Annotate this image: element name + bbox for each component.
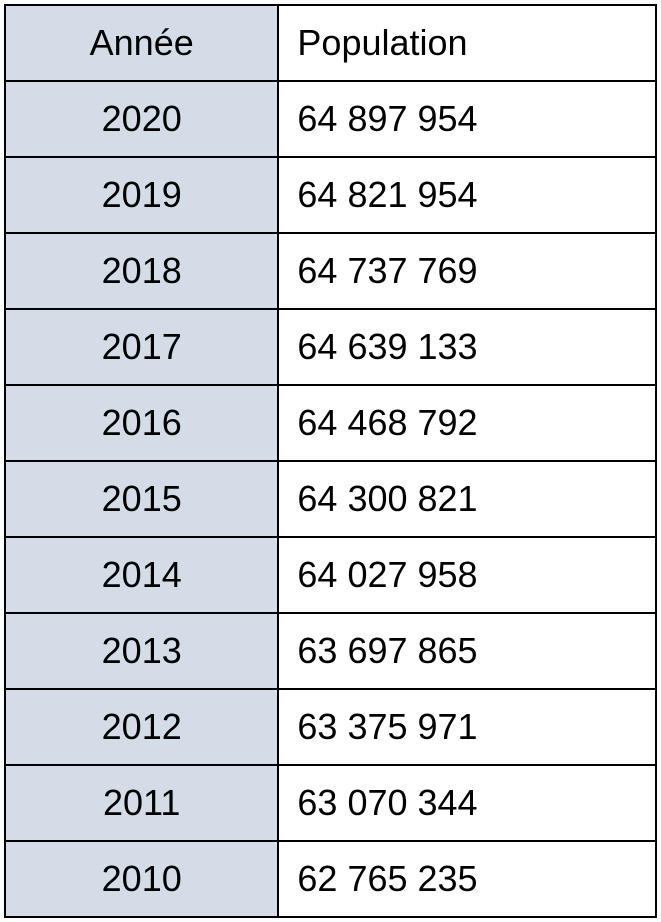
table-row: 2014 64 027 958 [5, 537, 656, 613]
table-row: 2016 64 468 792 [5, 385, 656, 461]
population-table: Année Population 2020 64 897 954 2019 64… [4, 4, 657, 918]
table-row: 2011 63 070 344 [5, 765, 656, 841]
table-header-row: Année Population [5, 5, 656, 81]
cell-year: 2019 [5, 157, 278, 233]
table-row: 2012 63 375 971 [5, 689, 656, 765]
cell-year: 2016 [5, 385, 278, 461]
table-row: 2020 64 897 954 [5, 81, 656, 157]
cell-year: 2012 [5, 689, 278, 765]
cell-population: 63 697 865 [278, 613, 656, 689]
table-row: 2010 62 765 235 [5, 841, 656, 917]
cell-population: 63 375 971 [278, 689, 656, 765]
table-row: 2019 64 821 954 [5, 157, 656, 233]
cell-population: 64 027 958 [278, 537, 656, 613]
cell-year: 2010 [5, 841, 278, 917]
table-row: 2017 64 639 133 [5, 309, 656, 385]
cell-population: 64 639 133 [278, 309, 656, 385]
cell-year: 2017 [5, 309, 278, 385]
cell-year: 2018 [5, 233, 278, 309]
table-row: 2013 63 697 865 [5, 613, 656, 689]
cell-population: 64 300 821 [278, 461, 656, 537]
cell-population: 64 468 792 [278, 385, 656, 461]
cell-population: 62 765 235 [278, 841, 656, 917]
header-population: Population [278, 5, 656, 81]
cell-year: 2013 [5, 613, 278, 689]
cell-year: 2011 [5, 765, 278, 841]
cell-year: 2020 [5, 81, 278, 157]
cell-population: 64 897 954 [278, 81, 656, 157]
cell-population: 64 737 769 [278, 233, 656, 309]
header-year: Année [5, 5, 278, 81]
cell-population: 63 070 344 [278, 765, 656, 841]
cell-year: 2015 [5, 461, 278, 537]
table-row: 2018 64 737 769 [5, 233, 656, 309]
table-row: 2015 64 300 821 [5, 461, 656, 537]
cell-population: 64 821 954 [278, 157, 656, 233]
cell-year: 2014 [5, 537, 278, 613]
